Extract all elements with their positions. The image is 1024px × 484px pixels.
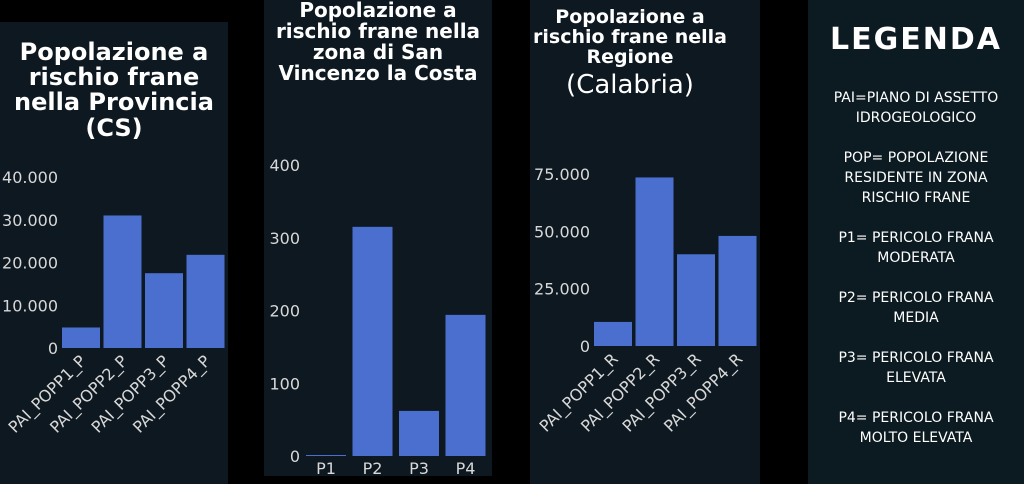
legend-item-p2: P2= PERICOLO FRANA MEDIA: [838, 290, 994, 326]
bar: [635, 177, 674, 346]
x-tick-label: P2: [363, 459, 383, 476]
chart-plot-san-vincenzo: 0 100 200 300 400 P1 P2 P3 P4: [269, 156, 486, 476]
y-tick-label: 100: [269, 374, 300, 393]
bar: [718, 235, 757, 346]
chart-title-provincia: Popolazione a rischio frane nella Provin…: [0, 38, 228, 142]
chart-title-san-vincenzo: Popolazione a rischio frane nella zona d…: [268, 0, 488, 84]
bar: [62, 327, 100, 348]
chart-title-regione: Popolazione a rischio frane nella Region…: [530, 6, 730, 100]
x-tick-label: P4: [456, 459, 476, 476]
bar: [399, 410, 439, 456]
chart-subtitle-provincia: (CS): [85, 113, 143, 142]
bar: [103, 215, 142, 348]
bar: [594, 321, 632, 346]
chart-title-provincia-text: Popolazione a rischio frane nella Provin…: [14, 38, 214, 117]
bar: [186, 254, 225, 348]
y-tick-label: 20.000: [2, 254, 58, 273]
legend-item-p1: P1= PERICOLO FRANA MODERATA: [838, 230, 994, 266]
y-tick-label: 50.000: [534, 222, 590, 241]
y-tick-label: 75.000: [534, 165, 590, 184]
bar: [352, 226, 393, 456]
y-tick-label: 0: [48, 339, 58, 358]
chart-panel-regione: Popolazione a rischio frane nella Region…: [530, 0, 760, 484]
chart-panel-san-vincenzo: Popolazione a rischio frane nella zona d…: [264, 0, 492, 476]
legend-item-p4: P4= PERICOLO FRANA MOLTO ELEVATA: [838, 410, 994, 446]
chart-panel-provincia: Popolazione a rischio frane nella Provin…: [0, 22, 228, 484]
legend-panel: LEGENDA PAI=PIANO DI ASSETTO IDROGEOLOGI…: [808, 0, 1024, 484]
legend-item-pop: POP= POPOLAZIONE RESIDENTE IN ZONA RISCH…: [843, 150, 989, 206]
chart-plot-regione: 025.00050.00075.000PAI_POPP1_RPAI_POPP2_…: [534, 165, 757, 436]
bar: [306, 455, 346, 456]
chart-title-regione-text: Popolazione a rischio frane nella Region…: [533, 6, 727, 68]
y-tick-label: 25.000: [534, 280, 590, 299]
legend-title: LEGENDA: [830, 22, 1002, 57]
chart-title-san-vincenzo-text: Popolazione a rischio frane nella zona d…: [275, 0, 481, 85]
legend-item-pai: PAI=PIANO DI ASSETTO IDROGEOLOGICO: [833, 90, 999, 126]
bar: [145, 273, 183, 348]
y-tick-label: 0: [580, 337, 590, 356]
y-tick-label: 0: [290, 447, 300, 466]
legend-item-p3: P3= PERICOLO FRANA ELEVATA: [838, 350, 994, 386]
chart-plot-provincia: 010.00020.00030.00040.000PAI_POPP1_PPAI_…: [2, 168, 225, 437]
y-tick-label: 40.000: [2, 168, 58, 187]
y-tick-label: 30.000: [2, 211, 58, 230]
x-tick-label: P3: [409, 459, 429, 476]
bar: [445, 314, 486, 456]
legend-list: PAI=PIANO DI ASSETTO IDROGEOLOGICO POP= …: [808, 88, 1024, 468]
y-tick-label: 200: [269, 302, 300, 321]
x-tick-label: P1: [316, 459, 336, 476]
bar: [677, 254, 715, 346]
y-tick-label: 400: [269, 156, 300, 175]
y-tick-label: 10.000: [2, 296, 58, 315]
y-tick-label: 300: [269, 229, 300, 248]
chart-subtitle-regione: (Calabria): [566, 69, 694, 100]
